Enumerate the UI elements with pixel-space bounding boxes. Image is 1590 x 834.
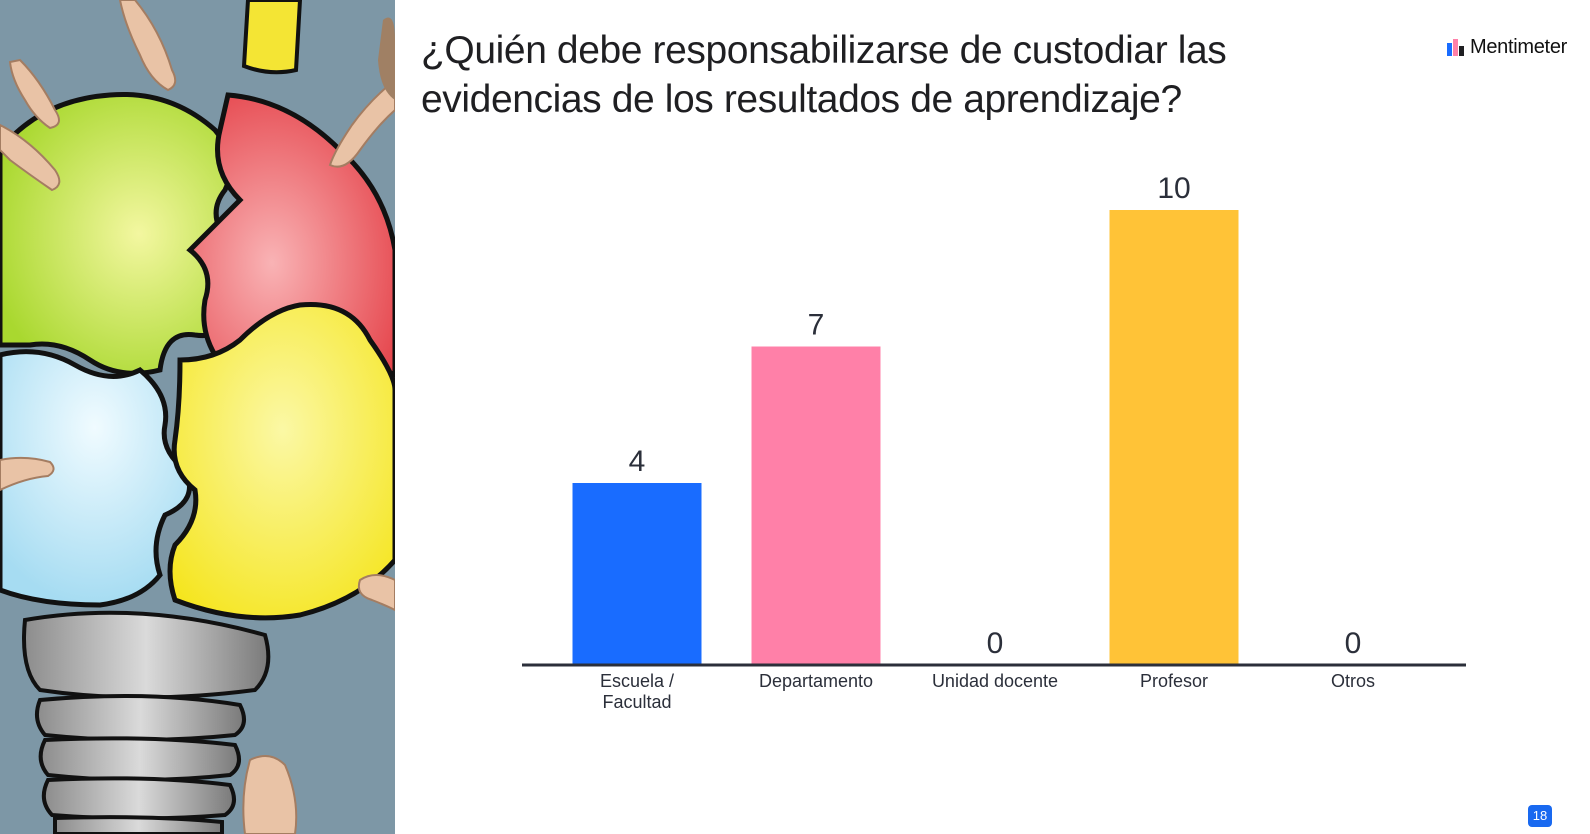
slide-title: ¿Quién debe responsabilizarse de custodi… xyxy=(421,29,1227,121)
category-label-0-line-0: Escuela / xyxy=(600,671,674,691)
value-labels-group: 4 7 0 10 0 xyxy=(629,172,1362,660)
category-label-2: Unidad docente xyxy=(932,671,1058,691)
category-label-0-line-1: Facultad xyxy=(602,692,671,712)
value-label-4: 0 xyxy=(1345,627,1362,660)
category-label-4: Otros xyxy=(1331,671,1375,691)
mentimeter-logo-icon xyxy=(1446,39,1464,56)
puzzle-lightbulb-illustration xyxy=(0,0,395,834)
puzzle-lightbulb-icon xyxy=(0,0,395,834)
page-number-badge: 18 xyxy=(1528,805,1552,827)
value-label-3: 10 xyxy=(1157,172,1190,205)
value-label-2: 0 xyxy=(987,627,1004,660)
category-label-3: Profesor xyxy=(1140,671,1208,691)
brand-name: Mentimeter xyxy=(1469,36,1567,58)
bar-1 xyxy=(751,346,881,665)
bar-0 xyxy=(572,483,702,665)
category-label-1: Departamento xyxy=(759,671,873,691)
value-label-0: 4 xyxy=(629,445,646,478)
category-labels-group: Escuela /Facultad Departamento Unidad doce… xyxy=(600,671,1375,712)
bar-3 xyxy=(1109,210,1239,665)
bars-group xyxy=(572,210,1239,665)
value-label-1: 7 xyxy=(808,309,825,342)
mentimeter-brand: Mentimeter xyxy=(1446,36,1567,59)
